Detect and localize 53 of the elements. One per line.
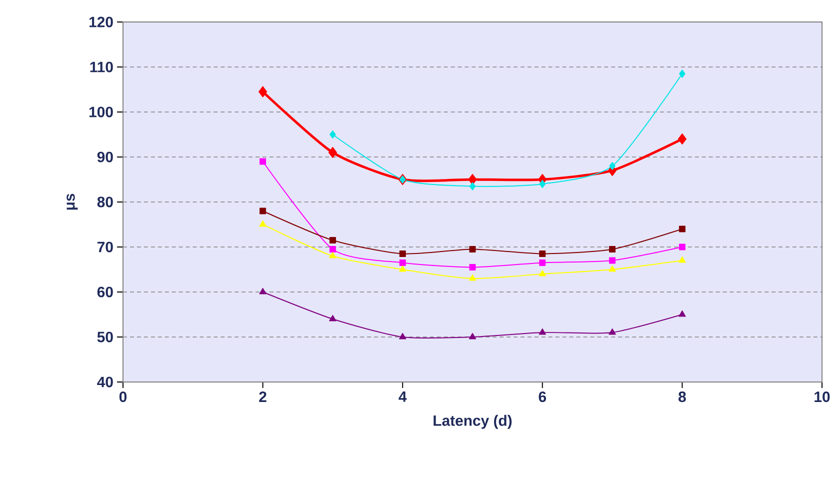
point — [260, 208, 266, 214]
point — [328, 146, 338, 158]
x-tick-label: 0 — [119, 392, 127, 402]
point — [259, 288, 267, 294]
y-tick-label: 110 — [90, 62, 113, 72]
point — [608, 328, 616, 335]
point — [538, 270, 546, 276]
point — [609, 257, 616, 264]
point — [329, 246, 336, 252]
point — [258, 86, 268, 98]
point — [678, 256, 686, 263]
point — [538, 328, 546, 335]
point — [398, 265, 406, 272]
x-tick-label: 10 — [814, 392, 830, 402]
point — [609, 246, 616, 252]
point — [678, 226, 686, 232]
point — [678, 244, 686, 250]
point — [399, 260, 406, 266]
point — [259, 220, 267, 227]
x-tick-label: 4 — [398, 392, 407, 402]
point — [678, 133, 687, 145]
point — [539, 250, 546, 257]
point — [468, 274, 476, 281]
point — [609, 162, 616, 170]
y-tick-label: 40 — [97, 376, 113, 388]
point — [608, 265, 616, 272]
point — [539, 260, 546, 266]
y-tick-label: 70 — [98, 242, 113, 252]
point — [469, 182, 476, 190]
y-tick-label: 80 — [97, 196, 113, 208]
x-axis-title: Latency (d) — [434, 414, 512, 429]
y-tick-label: 50 — [97, 332, 113, 342]
point — [469, 246, 476, 252]
x-tick-label: 2 — [259, 392, 266, 402]
point — [398, 332, 406, 340]
point — [678, 310, 686, 317]
y-axis-title: μs — [66, 194, 78, 210]
point — [329, 252, 336, 258]
y-tick-label: 90 — [97, 152, 113, 162]
point — [468, 332, 476, 340]
y-tick-label: 100 — [89, 106, 113, 118]
point — [329, 237, 336, 244]
point — [399, 250, 406, 257]
y-tick-label: 60 — [97, 286, 113, 298]
x-tick-label: 8 — [678, 392, 686, 402]
point — [469, 264, 476, 270]
x-tick-label: 6 — [538, 392, 546, 402]
point — [260, 158, 266, 165]
point — [539, 180, 546, 188]
y-tick-label: 120 — [89, 16, 113, 28]
point — [329, 130, 336, 139]
point — [678, 70, 686, 78]
point — [329, 314, 336, 322]
